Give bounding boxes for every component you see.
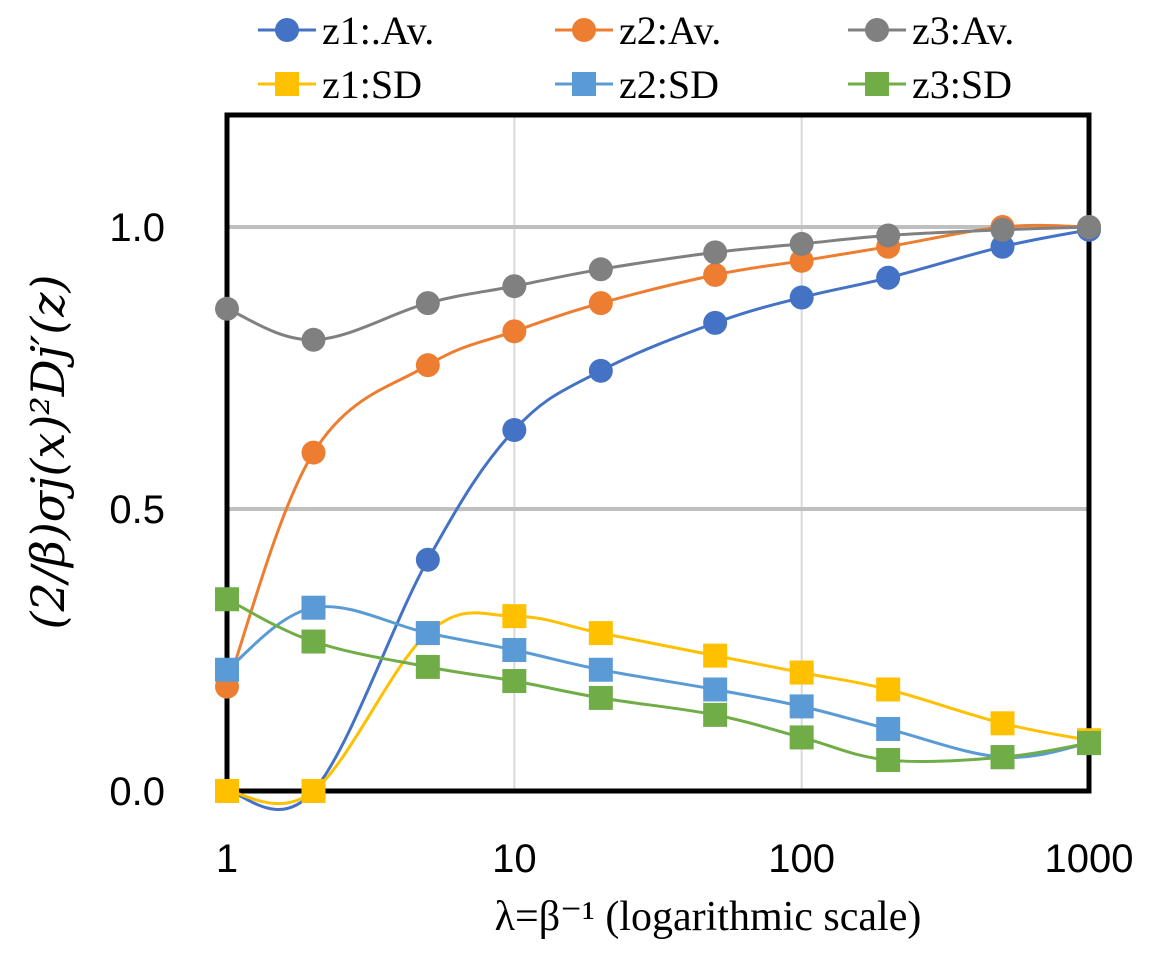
data-point-0-2 (415, 547, 440, 572)
data-point-0-7 (876, 265, 901, 290)
data-point-2-4 (588, 257, 613, 282)
data-point-2-5 (703, 240, 728, 265)
data-point-1-2 (415, 353, 440, 378)
data-series (215, 215, 1101, 811)
data-point-1-6 (789, 248, 814, 273)
data-point-1-1 (301, 440, 326, 465)
y-axis-ticks: 0.0 0.5 1.0 (109, 206, 165, 814)
legend-item-0: z1:.Av. (258, 8, 434, 53)
x-tick-label-2: 100 (768, 837, 835, 881)
data-point-2-1 (301, 327, 326, 352)
y-tick-label-0: 0.0 (109, 770, 165, 814)
legend-marker-4 (572, 72, 596, 96)
data-point-3-6 (789, 660, 814, 685)
data-point-3-5 (703, 643, 728, 668)
data-point-5-5 (703, 702, 728, 727)
data-point-1-3 (502, 319, 527, 344)
data-point-5-0 (215, 587, 239, 612)
legend-label-4: z2:SD (619, 62, 719, 107)
data-point-0-4 (588, 358, 613, 383)
series-line-2 (226, 225, 1090, 342)
data-point-2-7 (876, 223, 901, 248)
x-axis-title: λ=β⁻¹ (logarithmic scale) (495, 894, 922, 940)
data-point-3-4 (588, 621, 613, 646)
series-line-3 (226, 611, 1090, 806)
legend-marker-5 (865, 72, 889, 96)
data-point-3-8 (990, 711, 1015, 736)
data-point-4-5 (703, 677, 728, 702)
data-point-4-4 (588, 657, 613, 682)
data-point-5-6 (789, 725, 814, 750)
data-point-2-2 (415, 291, 440, 316)
data-point-4-1 (301, 595, 326, 620)
data-point-1-5 (703, 262, 728, 287)
y-axis-title-text: (2/β)σj(x)²Dj′(z) (21, 275, 75, 630)
data-point-5-2 (415, 654, 440, 679)
legend-label-2: z3:Av. (912, 8, 1014, 53)
x-axis-ticks: 1 10 100 1000 (216, 837, 1134, 881)
data-point-2-6 (789, 231, 814, 256)
series-line-0 (226, 228, 1090, 811)
plot-area-frame (224, 112, 1092, 794)
y-tick-label-2: 1.0 (109, 206, 165, 250)
legend-label-1: z2:Av. (619, 8, 721, 53)
data-point-0-5 (703, 310, 728, 335)
series-line-5 (226, 597, 1090, 763)
data-point-4-6 (789, 694, 814, 719)
data-point-5-1 (301, 629, 326, 654)
grid-lines (227, 115, 1089, 791)
data-point-2-3 (502, 274, 527, 299)
legend: z1:.Av. z2:Av. z3:Av. z1:SD z2:SD z3:SD (258, 8, 1014, 107)
x-tick-label-3: 1000 (1045, 837, 1134, 881)
legend-marker-2 (865, 18, 889, 42)
data-point-3-7 (876, 677, 901, 702)
series-line-1 (225, 223, 1090, 688)
legend-item-1: z2:Av. (555, 8, 721, 53)
data-point-0-8 (990, 234, 1015, 259)
legend-label-0: z1:.Av. (322, 8, 434, 53)
x-tick-label-0: 1 (216, 837, 238, 881)
data-point-4-0 (215, 657, 239, 682)
legend-label-5: z3:SD (912, 62, 1012, 107)
data-point-4-2 (415, 621, 440, 646)
data-point-4-3 (502, 638, 527, 662)
data-point-2-8 (990, 217, 1015, 242)
data-point-2-0 (215, 296, 239, 321)
data-point-0-3 (502, 418, 527, 443)
x-tick-label-1: 10 (492, 837, 537, 881)
legend-item-5: z3:SD (848, 62, 1012, 107)
data-point-2-9 (1077, 215, 1101, 239)
series-2 (215, 215, 1101, 352)
data-point-4-7 (876, 716, 901, 741)
series-3 (215, 604, 1101, 806)
series-4 (215, 595, 1101, 770)
data-point-5-3 (502, 669, 527, 694)
data-point-5-9 (1077, 731, 1101, 756)
series-5 (215, 587, 1101, 772)
legend-label-3: z1:SD (322, 62, 422, 107)
series-1 (215, 215, 1101, 699)
legend-item-3: z1:SD (258, 62, 422, 107)
legend-marker-1 (572, 18, 596, 42)
data-point-3-1 (301, 779, 326, 803)
y-tick-label-1: 0.5 (109, 488, 165, 532)
data-point-1-4 (588, 291, 613, 316)
data-point-3-0 (215, 779, 239, 803)
legend-item-2: z3:Av. (848, 8, 1014, 53)
data-point-5-7 (876, 747, 901, 772)
legend-marker-0 (275, 18, 299, 42)
legend-marker-3 (275, 72, 299, 96)
series-line-4 (226, 605, 1090, 759)
data-point-0-6 (789, 285, 814, 310)
legend-item-4: z2:SD (555, 62, 719, 107)
y-axis-title: (2/β)σj(x)²Dj′(z) (21, 275, 75, 630)
data-point-3-3 (502, 604, 527, 629)
data-point-5-8 (990, 745, 1015, 770)
series-0 (215, 217, 1101, 811)
data-point-5-4 (588, 685, 613, 710)
